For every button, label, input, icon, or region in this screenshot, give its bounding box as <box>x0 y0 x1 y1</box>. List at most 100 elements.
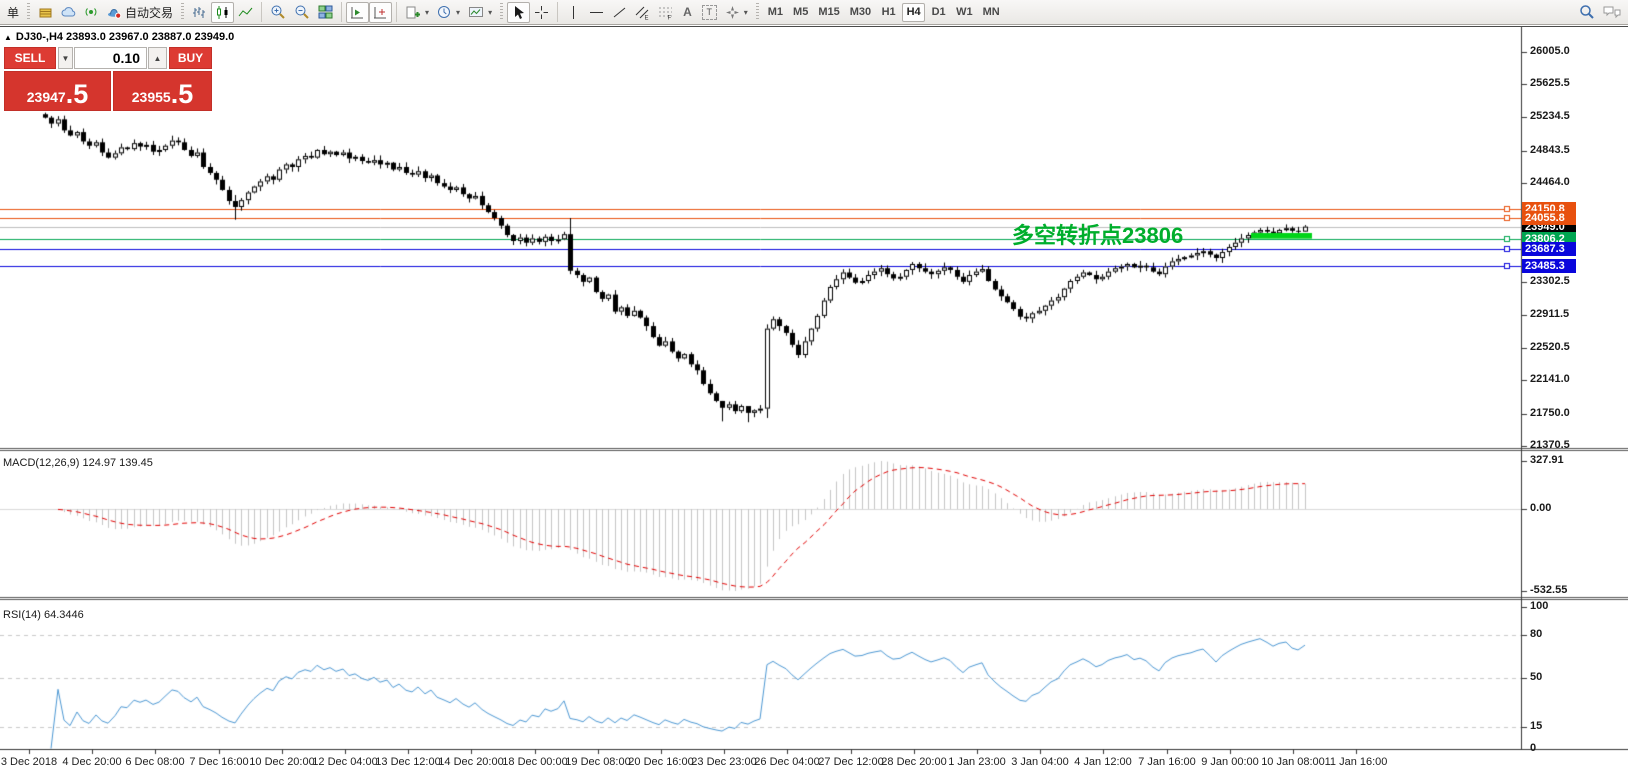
sell-price-frac: .5 <box>65 79 89 109</box>
hline-price-tag: 23687.3 <box>1522 242 1576 256</box>
vertical-line-tool-button[interactable] <box>562 2 585 23</box>
autotrading-hat-icon <box>108 8 122 19</box>
time-axis-label: 3 Jan 04:00 <box>1011 756 1069 768</box>
time-axis-label: 7 Dec 16:00 <box>189 756 249 768</box>
chart-shift-button[interactable] <box>369 1 393 23</box>
search-button[interactable] <box>1575 2 1599 23</box>
toolbar-drag-handle[interactable] <box>27 3 31 21</box>
dropdown-arrow-icon: ▾ <box>488 7 493 17</box>
price-chart-canvas[interactable] <box>0 27 1628 772</box>
price-axis-tick-label: 24464.0 <box>1530 176 1570 188</box>
buy-button[interactable]: BUY <box>169 47 212 69</box>
rsi-axis-tick-label: 50 <box>1530 671 1543 683</box>
autotrading-button[interactable]: 自动交易 <box>103 2 177 23</box>
chart-title: ▲ DJ30-,H4 23893.0 23967.0 23887.0 23949.… <box>4 31 235 43</box>
tile-windows-button[interactable] <box>314 2 337 23</box>
new-order-button[interactable]: 单 <box>3 2 23 23</box>
time-axis-label: 14 Dec 20:00 <box>438 756 504 768</box>
toolbar-drag-handle[interactable] <box>500 3 504 21</box>
rsi-label: RSI(14) 64.3446 <box>3 609 84 621</box>
timeframe-m1-button[interactable]: M1 <box>764 3 787 22</box>
candlestick-chart-type-button[interactable] <box>211 1 235 23</box>
label-t-icon: T <box>701 4 717 20</box>
zoom-in-button[interactable] <box>266 2 290 23</box>
price-axis-tick-label: 22141.0 <box>1530 373 1570 385</box>
volume-decrease-button[interactable]: ▼ <box>58 47 73 69</box>
volume-increase-button[interactable]: ▲ <box>148 47 167 69</box>
timeframe-d1-button[interactable]: D1 <box>927 3 950 22</box>
time-axis-label: 10 Dec 20:00 <box>249 756 315 768</box>
price-axis-tick-label: 25625.5 <box>1530 77 1570 89</box>
sell-price-box[interactable]: 23947.5 <box>4 71 111 111</box>
hline-price-tag: 24055.8 <box>1522 211 1576 225</box>
macd-label: MACD(12,26,9) 124.97 139.45 <box>3 457 153 469</box>
price-axis-tick-label: 23302.5 <box>1530 275 1570 287</box>
new-order-label: 单 <box>7 5 20 20</box>
rsi-axis-tick-label: 15 <box>1530 720 1543 732</box>
time-axis-label: 6 Dec 08:00 <box>125 756 185 768</box>
rsi-axis-tick-label: 0 <box>1530 742 1537 754</box>
time-axis-label: 11 Jan 16:00 <box>1324 756 1388 768</box>
equidistant-channel-tool-button[interactable]: E <box>631 2 654 23</box>
price-axis-tick-label: 21750.0 <box>1530 407 1570 419</box>
timeframe-h4-button[interactable]: H4 <box>902 2 926 22</box>
templates-button[interactable]: ▾ <box>464 2 496 23</box>
toolbar-drag-handle[interactable] <box>181 3 185 21</box>
buy-price-box[interactable]: 23955.5 <box>113 71 212 111</box>
trendline-tool-button[interactable] <box>608 2 631 23</box>
text-tool-button[interactable]: A <box>677 2 698 23</box>
price-axis-tick-label: 24843.5 <box>1530 144 1570 156</box>
price-axis-tick-label: 22911.5 <box>1530 308 1570 320</box>
chart-window: ▲ DJ30-,H4 23893.0 23967.0 23887.0 23949.… <box>0 26 1628 772</box>
bar-chart-type-button[interactable] <box>188 2 211 23</box>
new-chart-button[interactable]: ▾ <box>401 2 433 23</box>
volume-input[interactable]: 0.10 <box>74 47 147 69</box>
toolbar-drag-handle[interactable] <box>755 3 759 21</box>
timeframe-h1-button[interactable]: H1 <box>877 3 900 22</box>
hline-price-tag: 23485.3 <box>1522 259 1576 273</box>
time-axis-label: 28 Dec 20:00 <box>881 756 947 768</box>
time-axis-label: 12 Dec 04:00 <box>312 756 378 768</box>
timeframe-m15-button[interactable]: M15 <box>814 3 843 22</box>
text-label-tool-button[interactable]: T <box>698 2 721 23</box>
auto-scroll-button[interactable] <box>346 1 370 23</box>
cursor-tool-button[interactable] <box>507 1 531 23</box>
buy-price-frac: .5 <box>170 79 194 109</box>
text-a-icon: A <box>683 5 692 19</box>
gold-book-icon[interactable] <box>34 2 57 23</box>
price-axis-tick-label: 22520.5 <box>1530 341 1570 353</box>
fibonacci-tool-button[interactable]: F <box>654 2 677 23</box>
time-axis-label: 1 Jan 23:00 <box>948 756 1006 768</box>
sell-button[interactable]: SELL <box>4 47 56 69</box>
dropdown-arrow-icon: ▾ <box>743 7 748 17</box>
cloud-icon[interactable] <box>57 2 80 23</box>
collapse-arrow-icon[interactable]: ▲ <box>4 33 12 42</box>
time-axis-label: 4 Jan 12:00 <box>1074 756 1132 768</box>
horizontal-line-tool-button[interactable] <box>585 2 608 23</box>
timeframe-m30-button[interactable]: M30 <box>846 3 875 22</box>
time-axis-label: 18 Dec 00:00 <box>502 756 568 768</box>
time-axis-label: 10 Jan 08:00 <box>1261 756 1325 768</box>
crosshair-tool-button[interactable] <box>530 2 553 23</box>
zoom-out-button[interactable] <box>290 2 314 23</box>
svg-text:F: F <box>668 15 672 20</box>
chat-icon <box>1603 6 1621 18</box>
line-chart-type-button[interactable] <box>234 2 257 23</box>
time-axis-label: 23 Dec 23:00 <box>691 756 757 768</box>
dropdown-arrow-icon: ▾ <box>425 7 430 17</box>
toolbar: 单 自动交易 ▾ ▾ <box>0 0 1628 25</box>
periods-clock-button[interactable]: ▾ <box>433 2 464 23</box>
timeframe-mn-button[interactable]: MN <box>979 3 1004 22</box>
arrows-tool-button[interactable]: ▾ <box>721 2 752 23</box>
timeframe-m5-button[interactable]: M5 <box>789 3 812 22</box>
signal-icon[interactable] <box>80 2 103 23</box>
svg-text:E: E <box>645 15 649 20</box>
rsi-axis-tick-label: 100 <box>1530 600 1549 612</box>
chat-button[interactable] <box>1599 2 1625 23</box>
buy-price-main: 23955 <box>131 89 171 105</box>
price-axis-tick-label: 25234.5 <box>1530 110 1570 122</box>
price-axis-tick-label: 21370.5 <box>1530 439 1570 451</box>
timeframe-w1-button[interactable]: W1 <box>952 3 977 22</box>
time-axis-label: 19 Dec 08:00 <box>565 756 631 768</box>
